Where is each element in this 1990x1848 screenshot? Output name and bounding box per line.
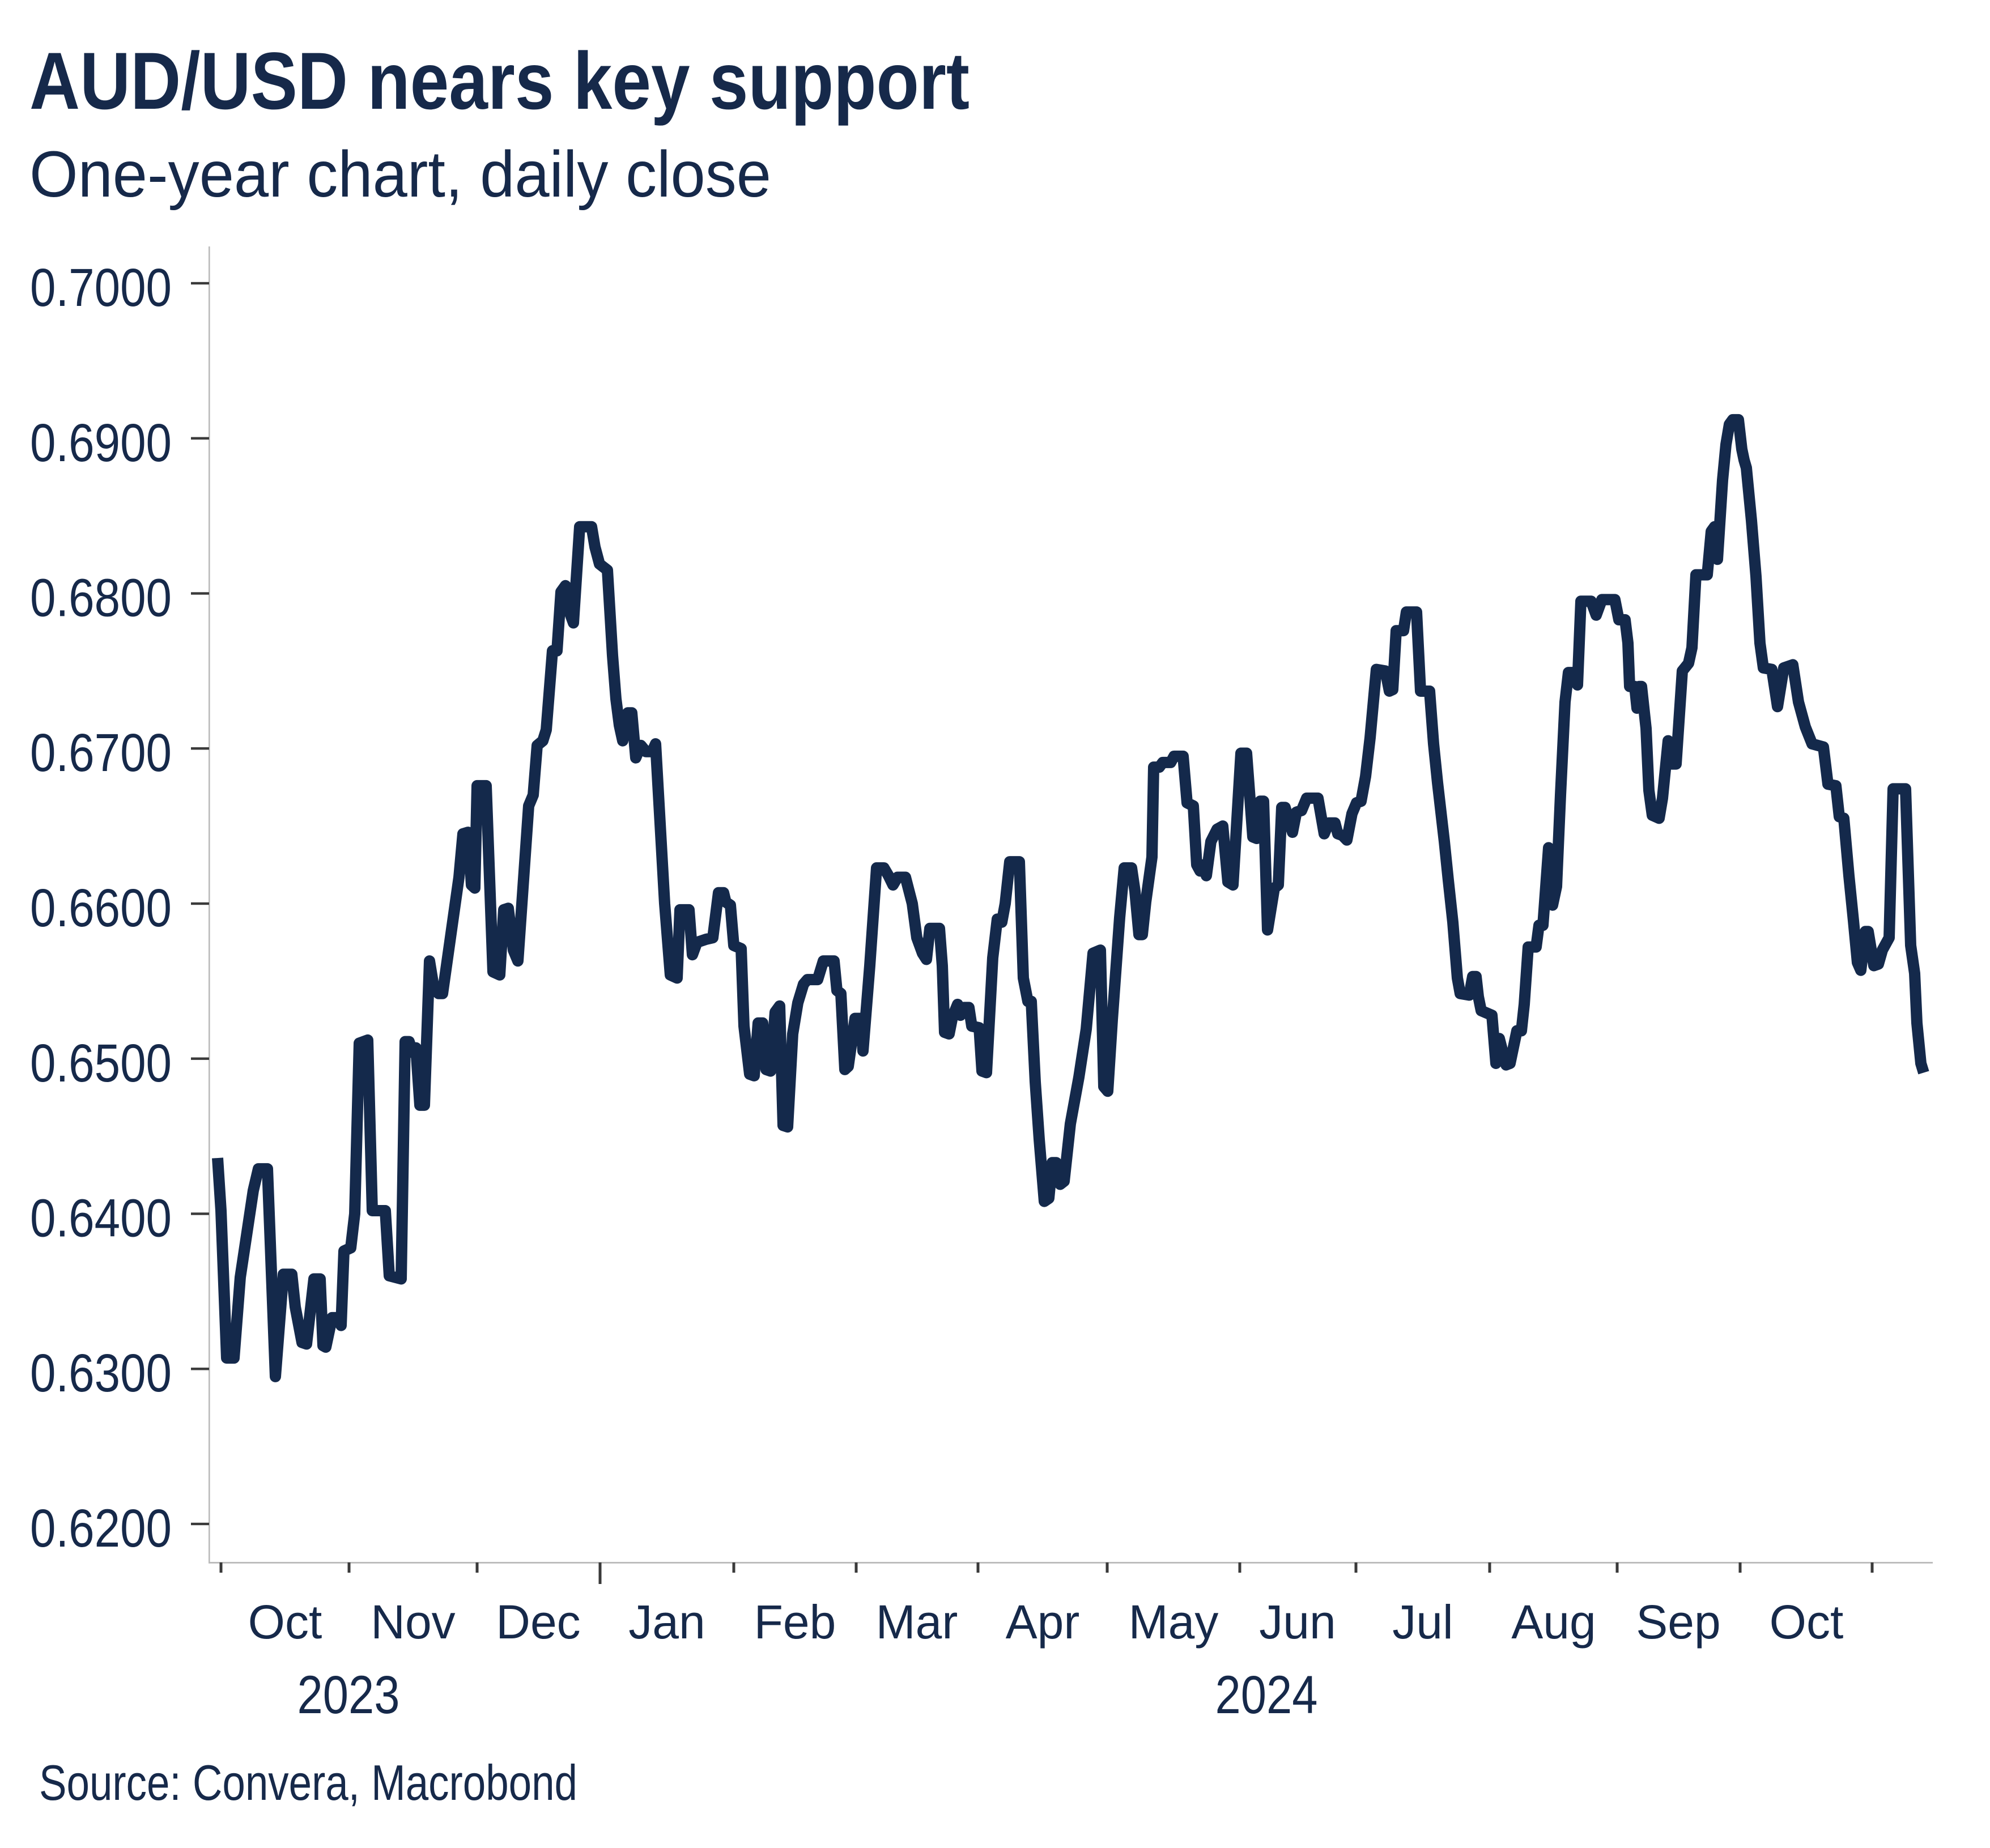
- svg-text:0.6900: 0.6900: [30, 413, 172, 473]
- svg-text:Oct: Oct: [248, 1595, 322, 1649]
- svg-text:0.6400: 0.6400: [30, 1189, 172, 1249]
- svg-text:AUD/USD nears key support: AUD/USD nears key support: [29, 36, 970, 126]
- svg-text:Jun: Jun: [1259, 1595, 1336, 1649]
- svg-text:Jan: Jan: [628, 1595, 705, 1649]
- svg-text:Oct: Oct: [1770, 1595, 1844, 1649]
- svg-text:Nov: Nov: [371, 1595, 455, 1649]
- svg-text:0.6800: 0.6800: [30, 568, 172, 628]
- svg-text:0.6500: 0.6500: [30, 1033, 172, 1093]
- svg-text:Mar: Mar: [876, 1595, 958, 1649]
- svg-text:0.6200: 0.6200: [30, 1498, 172, 1559]
- svg-text:May: May: [1129, 1595, 1219, 1649]
- svg-text:2023: 2023: [297, 1665, 400, 1725]
- svg-text:0.7000: 0.7000: [30, 258, 172, 318]
- svg-text:0.6600: 0.6600: [30, 878, 172, 938]
- svg-text:0.6300: 0.6300: [30, 1343, 172, 1403]
- svg-text:Aug: Aug: [1511, 1595, 1596, 1649]
- svg-text:One-year chart, daily close: One-year chart, daily close: [29, 138, 771, 211]
- svg-text:Apr: Apr: [1006, 1595, 1080, 1649]
- svg-text:Source: Convera, Macrobond: Source: Convera, Macrobond: [39, 1755, 577, 1811]
- svg-text:Jul: Jul: [1392, 1595, 1453, 1649]
- svg-text:Sep: Sep: [1636, 1595, 1720, 1649]
- svg-text:Dec: Dec: [496, 1595, 580, 1649]
- svg-text:Feb: Feb: [754, 1595, 836, 1649]
- svg-text:0.6700: 0.6700: [30, 723, 172, 783]
- svg-text:2024: 2024: [1215, 1665, 1318, 1725]
